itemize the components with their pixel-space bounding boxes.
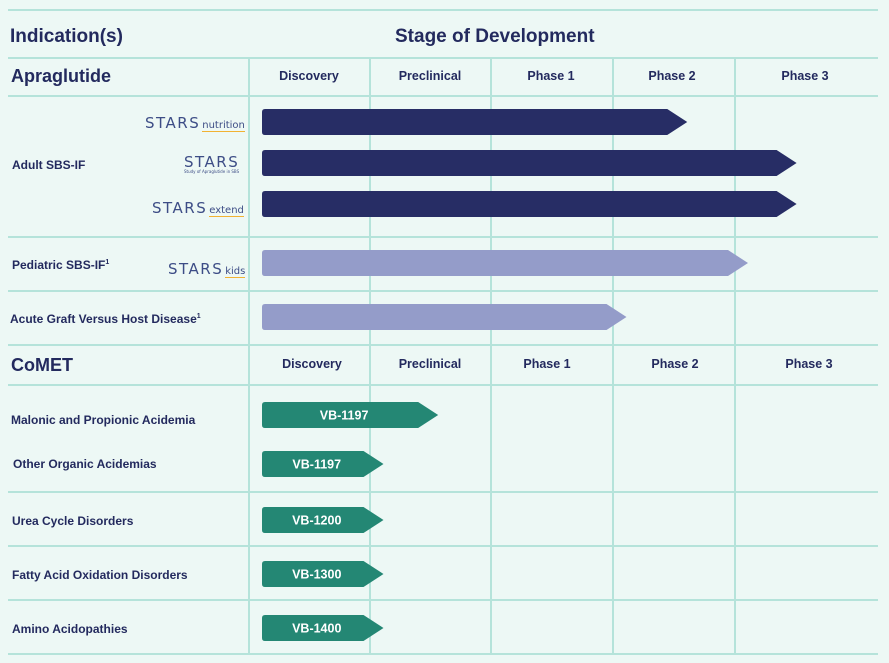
logo-subtitle: Study of Apraglutide in SBS (184, 169, 240, 174)
bar-label-9: VB-1300 (292, 568, 341, 582)
row-label-fatty-acid: Fatty Acid Oxidation Disorders (12, 568, 188, 582)
trial-logo-stars-nutrition: STARS nutrition (145, 113, 245, 132)
trial-logo-stars: STARS Study of Apraglutide in SBS (184, 152, 239, 174)
column-header-preclinical: Preclinical (398, 357, 462, 371)
grid-line (8, 236, 878, 238)
column-header-phase-1: Phase 1 (523, 357, 571, 371)
column-header-phase-3: Phase 3 (785, 357, 833, 371)
grid-col-line (369, 57, 371, 654)
pipeline-bar-7 (262, 451, 384, 477)
logo-suffix: nutrition (202, 120, 245, 132)
grid-line (8, 384, 878, 386)
column-header-preclinical: Preclinical (398, 69, 462, 83)
grid-line (8, 491, 878, 493)
column-header-phase-3: Phase 3 (781, 69, 829, 83)
section-title-apraglutide: Apraglutide (11, 66, 112, 86)
grid-col-line (248, 57, 250, 654)
logo-wordmark: STARS (184, 153, 240, 171)
logo-suffix: kids (225, 266, 246, 278)
row-label-pediatric-sbs-if: Pediatric SBS-IF1 (12, 258, 110, 272)
column-header-phase-2: Phase 2 (651, 357, 699, 371)
row-label-acute-gvhd: Acute Graft Versus Host Disease1 (10, 312, 201, 326)
grid-col-line (490, 57, 492, 654)
stage-header: Stage of Development (395, 26, 595, 47)
column-header-phase-2: Phase 2 (648, 69, 696, 83)
grid-line-bottom (8, 653, 878, 655)
column-header-phase-1: Phase 1 (527, 69, 575, 83)
grid-line (8, 290, 878, 292)
bar-label-7: VB-1197 (292, 458, 341, 472)
grid-col-line (612, 57, 614, 654)
pipeline-bar-5 (262, 304, 627, 330)
bar-label-8: VB-1200 (292, 514, 341, 528)
indications-header: Indication(s) (10, 26, 123, 47)
pipeline-bar-6 (262, 402, 439, 428)
column-header-discovery: Discovery (282, 357, 342, 371)
pipeline-bar-3 (262, 191, 797, 217)
column-header-discovery: Discovery (279, 69, 339, 83)
row-label-urea-cycle: Urea Cycle Disorders (12, 514, 134, 528)
footnote-marker: 1 (196, 313, 201, 320)
pipeline-bar-4 (262, 250, 748, 276)
bar-label-10: VB-1400 (292, 622, 341, 636)
grid-line (8, 57, 878, 59)
logo-wordmark: STARS (152, 199, 208, 217)
trial-logo-stars-extend: STARS extend (152, 198, 244, 217)
trial-logo-stars-kids: STARS kids (168, 259, 246, 278)
grid-line (8, 545, 878, 547)
grid-line (8, 599, 878, 601)
logo-wordmark: STARS (145, 114, 201, 132)
logo-suffix: extend (209, 205, 244, 217)
bar-label-6: VB-1197 (320, 409, 369, 423)
grid-line-top (8, 9, 878, 11)
row-label-malonic-propionic: Malonic and Propionic Acidemia (11, 413, 196, 427)
row-label-amino-acidopathies: Amino Acidopathies (12, 622, 128, 636)
pipeline-bar-9 (262, 561, 384, 587)
row-label-other-organic: Other Organic Acidemias (13, 457, 157, 471)
pipeline-bar-1 (262, 109, 688, 135)
grid-line (8, 95, 878, 97)
section-title-comet: CoMET (11, 355, 73, 375)
logo-wordmark: STARS (168, 260, 224, 278)
grid-col-line (734, 57, 736, 654)
row-label-adult-sbs-if: Adult SBS-IF (12, 158, 86, 172)
grid-line (8, 344, 878, 346)
pipeline-bar-10 (262, 615, 384, 641)
pipeline-bar-2 (262, 150, 797, 176)
footnote-marker: 1 (105, 259, 110, 266)
pipeline-bar-8 (262, 507, 384, 533)
